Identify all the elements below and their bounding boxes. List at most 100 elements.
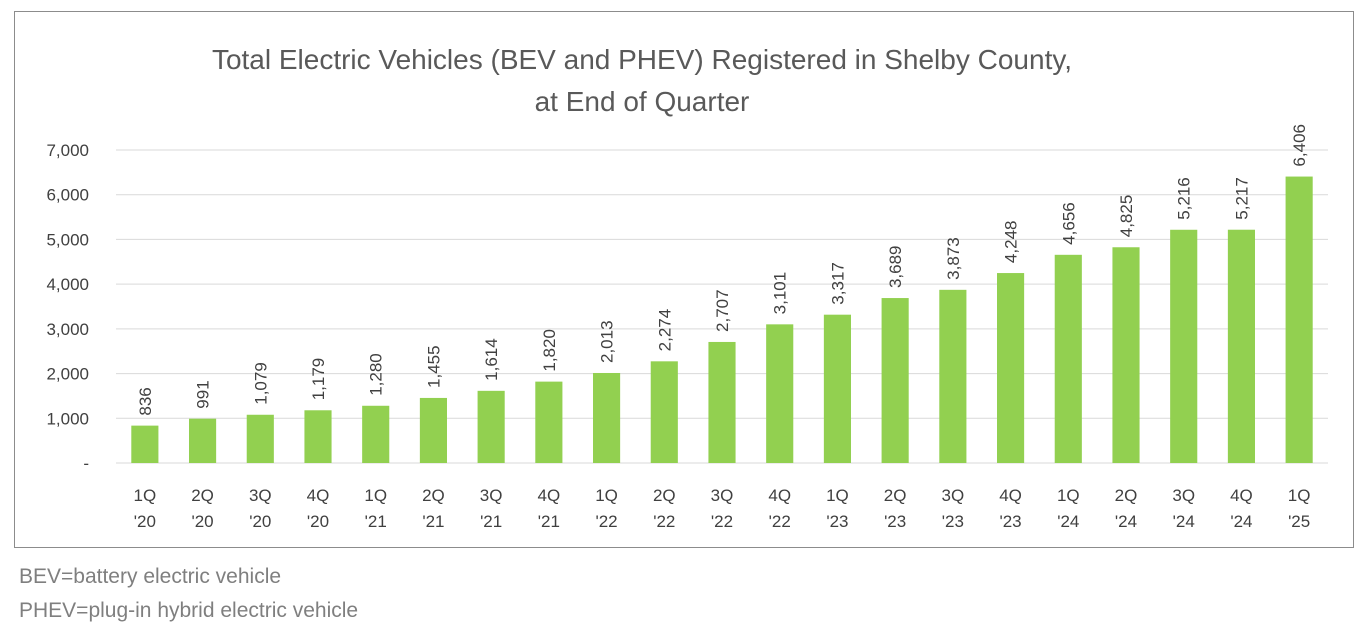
x-tick-label: 4Q bbox=[538, 486, 561, 505]
x-tick-label: '23 bbox=[826, 512, 848, 531]
x-tick-label: '21 bbox=[422, 512, 444, 531]
bar bbox=[881, 298, 909, 463]
data-label: 2,013 bbox=[598, 320, 617, 363]
x-tick-label: 4Q bbox=[768, 486, 791, 505]
data-label: 1,820 bbox=[540, 329, 559, 372]
data-label: 3,873 bbox=[944, 237, 963, 280]
bar bbox=[1170, 229, 1198, 463]
data-label: 1,079 bbox=[251, 362, 270, 405]
data-label: 3,101 bbox=[771, 272, 790, 315]
x-tick-label: '20 bbox=[307, 512, 329, 531]
bar bbox=[766, 324, 794, 463]
x-tick-label: '22 bbox=[653, 512, 675, 531]
y-tick-label: 3,000 bbox=[46, 320, 89, 339]
x-tick-label: 3Q bbox=[711, 486, 734, 505]
footnote-bev: BEV=battery electric vehicle bbox=[19, 565, 282, 588]
bar bbox=[304, 410, 332, 463]
bar bbox=[650, 361, 678, 463]
x-tick-label: 3Q bbox=[480, 486, 503, 505]
data-label: 5,217 bbox=[1232, 177, 1251, 220]
bar bbox=[131, 425, 159, 463]
data-label: 1,280 bbox=[367, 353, 386, 396]
data-label: 4,656 bbox=[1059, 202, 1078, 245]
y-tick-label: 5,000 bbox=[46, 230, 89, 249]
x-tick-label: '25 bbox=[1288, 512, 1310, 531]
bar bbox=[189, 418, 217, 463]
x-tick-label: '21 bbox=[365, 512, 387, 531]
bar bbox=[823, 314, 851, 463]
y-tick-label: 1,000 bbox=[46, 409, 89, 428]
bar bbox=[477, 390, 505, 463]
data-labels: 836 991 1,079 1,179 1,280 1,455 1,614 1,820 2,01… bbox=[136, 124, 1309, 416]
x-tick-label: 2Q bbox=[884, 486, 907, 505]
x-tick-label: 3Q bbox=[942, 486, 965, 505]
x-tick-label: '24 bbox=[1173, 512, 1195, 531]
data-label: 1,614 bbox=[482, 338, 501, 381]
x-tick-label: '21 bbox=[480, 512, 502, 531]
x-tick-label: '20 bbox=[249, 512, 271, 531]
x-tick-label: 4Q bbox=[999, 486, 1022, 505]
x-tick-label: '23 bbox=[999, 512, 1021, 531]
x-tick-label: '20 bbox=[134, 512, 156, 531]
y-tick-label: 6,000 bbox=[46, 186, 89, 205]
x-tick-label: 3Q bbox=[1172, 486, 1195, 505]
bar bbox=[997, 273, 1025, 463]
x-tick-label: '22 bbox=[769, 512, 791, 531]
x-tick-label: 1Q bbox=[1057, 486, 1080, 505]
data-label: 3,689 bbox=[886, 246, 905, 289]
bar bbox=[939, 289, 967, 463]
x-tick-label: 2Q bbox=[422, 486, 445, 505]
data-label: 4,248 bbox=[1002, 221, 1021, 264]
x-tick-label: 3Q bbox=[249, 486, 272, 505]
x-axis-ticks: 1Q '20 2Q '20 3Q '20 4Q '20 1Q '21 2Q '21 3Q '21 4Q '21… bbox=[134, 486, 1311, 531]
chart-subtitle: at End of Quarter bbox=[535, 86, 750, 117]
bar bbox=[419, 397, 447, 463]
chart-frame: Total Electric Vehicles (BEV and PHEV) R… bbox=[14, 11, 1354, 548]
y-axis-ticks: - 1,000 2,000 3,000 4,000 5,000 6,000 7,000 bbox=[46, 141, 89, 473]
x-tick-label: '23 bbox=[884, 512, 906, 531]
bars bbox=[131, 176, 1313, 463]
bar bbox=[1054, 254, 1082, 463]
x-tick-label: 4Q bbox=[307, 486, 330, 505]
x-tick-label: '24 bbox=[1115, 512, 1137, 531]
y-tick-label: 2,000 bbox=[46, 365, 89, 384]
x-tick-label: '21 bbox=[538, 512, 560, 531]
data-label: 991 bbox=[194, 380, 213, 408]
bar bbox=[362, 405, 390, 463]
bar bbox=[1112, 247, 1140, 463]
x-tick-label: '24 bbox=[1230, 512, 1252, 531]
x-tick-label: 2Q bbox=[653, 486, 676, 505]
bar bbox=[593, 372, 621, 463]
data-label: 836 bbox=[136, 387, 155, 415]
data-label: 1,179 bbox=[309, 358, 328, 401]
y-tick-label: 4,000 bbox=[46, 275, 89, 294]
bar bbox=[1227, 229, 1255, 463]
x-tick-label: 1Q bbox=[364, 486, 387, 505]
x-tick-label: '23 bbox=[942, 512, 964, 531]
bar bbox=[535, 381, 563, 463]
x-tick-label: 4Q bbox=[1230, 486, 1253, 505]
data-label: 2,274 bbox=[655, 309, 674, 352]
data-label: 3,317 bbox=[828, 262, 847, 305]
x-tick-label: 2Q bbox=[191, 486, 214, 505]
bar bbox=[708, 341, 736, 463]
x-tick-label: '22 bbox=[595, 512, 617, 531]
data-label: 4,825 bbox=[1117, 195, 1136, 238]
x-tick-label: 1Q bbox=[134, 486, 157, 505]
bar bbox=[246, 414, 274, 463]
x-tick-label: 1Q bbox=[1288, 486, 1311, 505]
x-tick-label: '24 bbox=[1057, 512, 1079, 531]
x-tick-label: 1Q bbox=[595, 486, 618, 505]
x-tick-label: '20 bbox=[191, 512, 213, 531]
y-tick-label: - bbox=[83, 454, 89, 473]
bar-chart: Total Electric Vehicles (BEV and PHEV) R… bbox=[46, 44, 1328, 531]
footnote-phev: PHEV=plug-in hybrid electric vehicle bbox=[19, 599, 359, 622]
data-label: 6,406 bbox=[1290, 124, 1309, 167]
x-tick-label: 1Q bbox=[826, 486, 849, 505]
x-tick-label: '22 bbox=[711, 512, 733, 531]
data-label: 1,455 bbox=[424, 345, 443, 388]
data-label: 2,707 bbox=[713, 289, 732, 332]
bar bbox=[1285, 176, 1313, 463]
data-label: 5,216 bbox=[1175, 177, 1194, 220]
x-tick-label: 2Q bbox=[1115, 486, 1138, 505]
